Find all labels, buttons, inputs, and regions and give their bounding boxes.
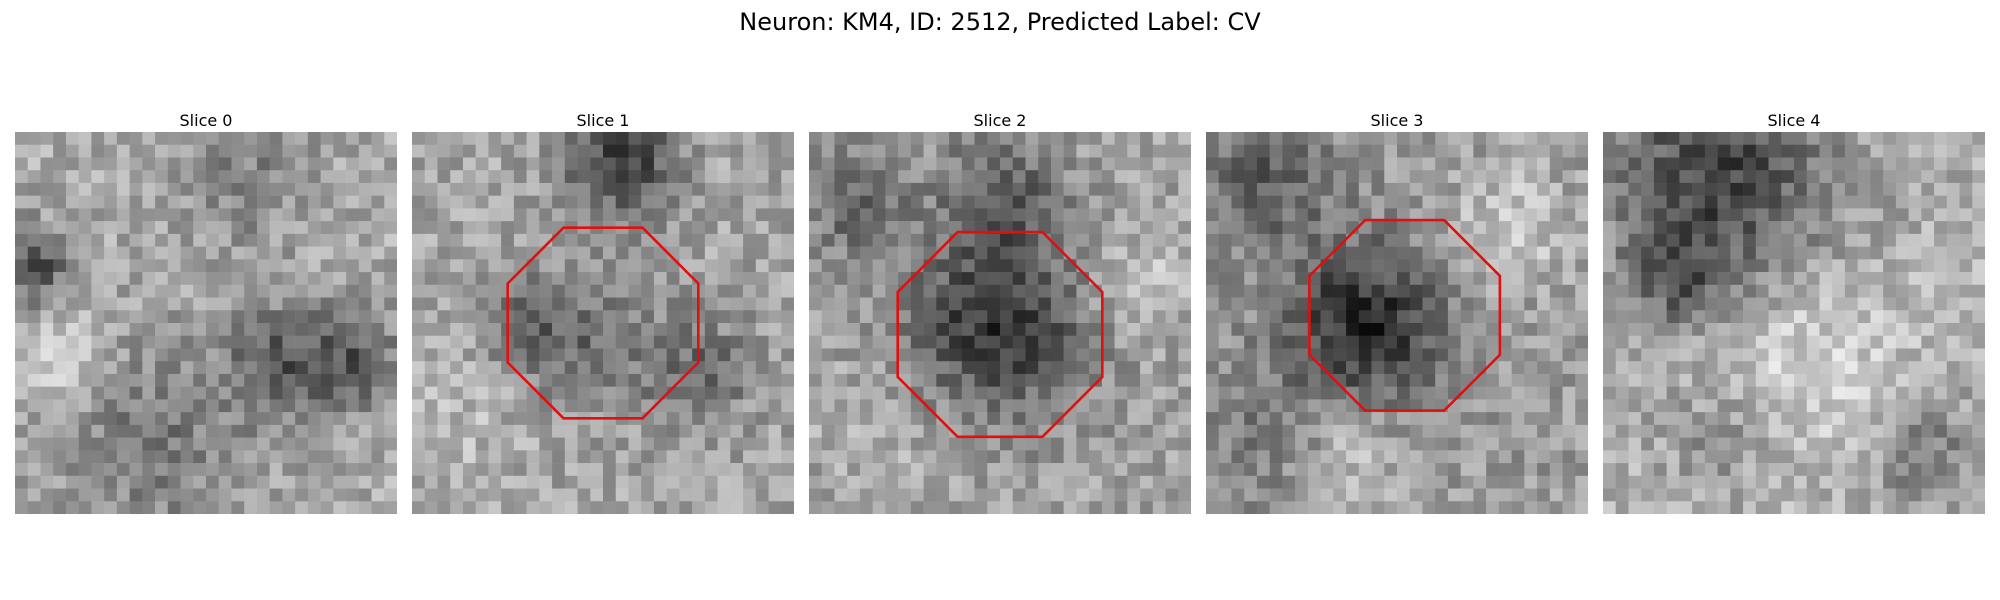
slice-label: Slice 0: [179, 111, 233, 130]
cell-outline: [506, 226, 700, 420]
microscopy-image: [809, 132, 1191, 514]
slice-panel-2: Slice 2: [809, 110, 1191, 514]
slice-panel-3: Slice 3: [1206, 110, 1588, 514]
microscopy-image: [412, 132, 794, 514]
slice-panel-4: Slice 4: [1603, 110, 1985, 514]
slice-label: Slice 3: [1370, 111, 1424, 130]
microscopy-image: [15, 132, 397, 514]
slice-panel-1: Slice 1: [412, 110, 794, 514]
cell-outline: [896, 230, 1104, 439]
slice-label: Slice 4: [1767, 111, 1821, 130]
cell-outline: [1308, 218, 1502, 412]
slice-label: Slice 1: [576, 111, 630, 130]
figure-title: Neuron: KM4, ID: 2512, Predicted Label: …: [739, 8, 1261, 36]
microscopy-image: [1603, 132, 1985, 514]
slice-panel-0: Slice 0: [15, 110, 397, 514]
slice-label: Slice 2: [973, 111, 1027, 130]
microscopy-image: [1206, 132, 1588, 514]
